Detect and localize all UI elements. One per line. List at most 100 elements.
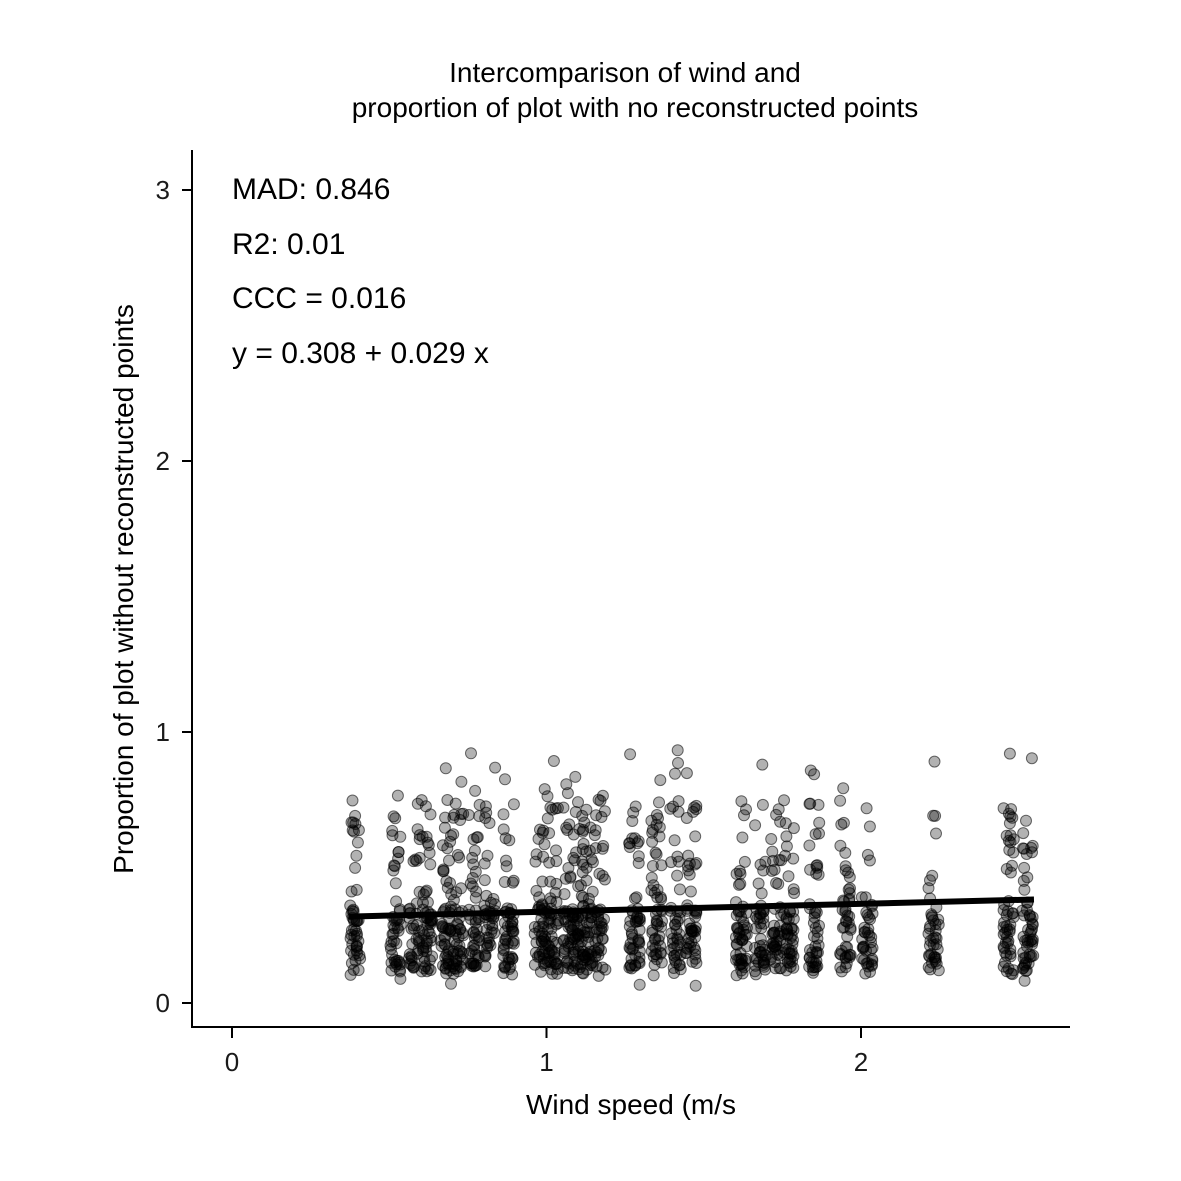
scatter-point [598,805,611,818]
scatter-point [930,827,942,840]
scatter-point [671,850,684,863]
scatter-point [652,919,664,932]
scatter-point [582,930,595,943]
scatter-point [438,821,451,834]
scatter-point [629,800,642,813]
scatter-point [1025,752,1038,765]
scatter-point [680,767,693,780]
scatter-point [732,922,745,935]
scatter-point [506,876,519,889]
scatter-point [673,912,686,925]
scatter-point [498,916,511,929]
scatter-point [557,801,570,814]
scatter-point [690,799,703,812]
scatter-point [813,816,826,829]
scatter-point [1020,903,1033,916]
scatter-point [804,863,817,876]
scatter-point [559,872,572,885]
scatter-point [1022,957,1035,970]
scatter-point [506,968,519,981]
scatter-point [731,922,744,935]
scatter-point [424,858,437,871]
scatter-point [480,889,493,902]
chart-title-line-1: Intercomparison of wind and [449,57,801,88]
scatter-point [425,931,438,944]
scatter-point [466,880,479,893]
x-axis-label: Wind speed (m/s [526,1089,736,1120]
scatter-point [754,933,767,945]
scatter-point [835,818,848,831]
scatter-point [932,918,945,931]
scatter-point [596,961,609,974]
scatter-point [623,837,636,850]
scatter-point [386,829,399,842]
scatter-point [479,960,492,973]
scatter-point [752,877,765,890]
scatter-point [444,877,456,889]
scatter-point [1026,839,1039,852]
scatter-point [349,861,362,874]
axis-ticks: 0 1 2 0 1 2 3 [156,175,869,1077]
scatter-point [630,891,643,904]
scatter-point [788,887,801,899]
scatter-point [787,883,800,896]
scatter-point [596,932,609,945]
scatter-point [733,878,745,891]
scatter-point [542,939,554,952]
scatter-point [652,812,664,825]
scatter-point [562,862,575,874]
scatter-point [862,956,874,969]
scatter-point [668,834,681,847]
scatter-point [1026,923,1038,936]
scatter-point [925,908,938,921]
scatter-point [344,932,357,945]
scatter-point [841,941,854,954]
scatter-point [780,840,793,853]
scatter-point [550,877,563,890]
scatter-point [387,810,400,823]
scatter-point [1000,920,1013,933]
scatter-point [387,927,400,940]
scatter-point [624,937,637,950]
y-tick-label: 3 [156,175,170,205]
scatter-point [543,856,556,869]
scatter-point [558,888,571,901]
scatter-point [844,923,857,936]
annotation-ccc: CCC = 0.016 [232,282,406,315]
scatter-point [489,761,502,774]
scatter-point [1017,842,1029,855]
scatter-point [835,965,848,978]
scatter-point [736,831,749,844]
scatter-point [424,808,437,821]
scatter-point [498,961,511,974]
scatter-point [749,819,762,832]
scatter-point [569,770,582,783]
scatter-point [782,870,795,883]
scatter-point [930,932,943,945]
scatter-point [390,895,403,908]
scatter-point [772,878,785,890]
scatter-point [645,884,658,897]
scatter-point [415,794,428,807]
scatter-point [738,855,751,868]
scatter-point [810,961,823,974]
scatter-point [785,947,798,960]
scatter-point [684,885,697,898]
scatter-point [450,886,463,899]
scatter-point [558,943,571,955]
scatter-point [1017,827,1030,840]
scatter-point [844,882,856,895]
scatter-point [576,866,589,879]
scatter-point [781,929,794,941]
scatter-point [538,783,551,796]
scatter-point [645,814,658,827]
scatter-point [629,949,642,962]
scatter-point [754,858,767,871]
scatter-point [730,954,743,966]
scatter-point [632,857,645,869]
scatter-point [407,919,420,932]
scatter-point [451,849,464,861]
scatter-point [416,830,429,843]
scatter-point [632,835,645,848]
scatter-point [350,883,363,896]
